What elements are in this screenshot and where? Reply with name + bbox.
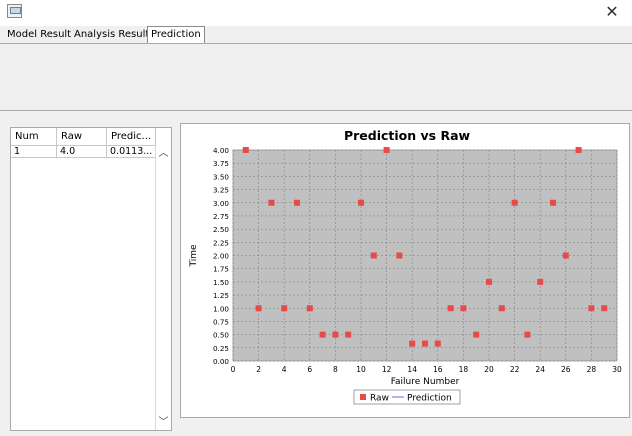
raw-point (422, 340, 428, 347)
chart-legend: Raw Prediction (353, 389, 461, 405)
raw-point (447, 305, 454, 312)
y-tick-label: 3.50 (213, 172, 229, 181)
raw-point (294, 199, 300, 206)
raw-point (460, 305, 467, 312)
y-axis-ticks: 0.00 0.25 0.50 0.75 1.00 1.25 1.50 1.75 2.00 2.25… (213, 146, 229, 366)
raw-point (306, 305, 313, 312)
y-tick-label: 1.75 (213, 265, 229, 274)
y-tick-label: 0.50 (213, 331, 229, 340)
raw-point (575, 147, 582, 153)
chevron-down-icon[interactable]: ﹀ (158, 417, 169, 428)
raw-point (358, 199, 364, 206)
y-tick-label: 1.50 (213, 278, 229, 287)
raw-point (434, 340, 441, 347)
x-tick-label: 12 (382, 365, 392, 374)
y-tick-label: 0.00 (213, 357, 229, 366)
chevron-up-icon[interactable]: ︿ (158, 148, 169, 159)
y-tick-label: 4.00 (213, 146, 229, 155)
x-tick-label: 8 (333, 365, 338, 374)
tab-model-result[interactable]: Model Result (7, 29, 72, 40)
y-tick-label: 3.00 (213, 199, 229, 208)
x-tick-label: 26 (561, 365, 571, 374)
x-axis-label: Failure Number (391, 377, 460, 387)
raw-point (345, 331, 352, 338)
x-tick-label: 28 (587, 365, 597, 374)
x-tick-label: 22 (510, 365, 520, 374)
x-tick-label: 18 (459, 365, 469, 374)
raw-point (370, 252, 377, 259)
grid-lines (232, 149, 618, 362)
chart-title: Prediction vs Raw (344, 128, 471, 143)
table-header: Num Raw Predic... (11, 128, 156, 146)
raw-point (383, 147, 390, 153)
raw-point (550, 199, 556, 206)
raw-point (601, 305, 608, 312)
y-tick-label: 2.50 (213, 225, 229, 234)
x-tick-label: 24 (535, 365, 545, 374)
raw-point (268, 199, 275, 206)
results-panel: Num Raw Predic... 1 4.0 0.0113... ︿ ﹀ Pr… (0, 111, 632, 436)
top-empty-panel (0, 44, 632, 111)
legend-raw-label: Raw (370, 394, 389, 404)
y-tick-label: 2.25 (213, 238, 229, 247)
x-tick-label: 20 (484, 365, 494, 374)
x-tick-label: 16 (433, 365, 443, 374)
x-tick-label: 14 (407, 365, 417, 374)
x-tick-label: 2 (256, 365, 261, 374)
chart-panel: Prediction vs Raw 0.00 0.25 0.50 0.75 1.00 1.… (180, 123, 630, 418)
tab-bar: Model Result Analysis Result Prediction (0, 26, 632, 44)
y-tick-label: 0.75 (213, 317, 229, 326)
window-titlebar: ✕ (0, 0, 632, 26)
table-scrollbar[interactable]: ︿ ﹀ (155, 146, 171, 430)
raw-point (524, 331, 531, 338)
x-tick-label: 10 (356, 365, 366, 374)
y-tick-label: 3.25 (213, 186, 229, 195)
raw-point (588, 305, 595, 312)
cell-prediction: 0.0113... (107, 146, 156, 158)
raw-point (473, 331, 480, 338)
legend-prediction-label: Prediction (407, 394, 452, 404)
legend-raw-swatch (360, 394, 366, 400)
raw-point (319, 331, 326, 338)
y-tick-label: 2.75 (213, 212, 229, 221)
y-tick-label: 3.75 (213, 159, 229, 168)
raw-point (281, 305, 288, 312)
legend-box (353, 389, 461, 405)
raw-point (409, 340, 416, 347)
y-tick-label: 1.00 (213, 304, 229, 313)
x-tick-label: 4 (282, 365, 287, 374)
column-header-num[interactable]: Num (11, 128, 57, 146)
y-axis-label: Time (189, 244, 199, 267)
tab-prediction[interactable]: Prediction (147, 26, 205, 43)
y-tick-label: 1.25 (213, 291, 229, 300)
tab-analysis-result[interactable]: Analysis Result (74, 29, 150, 40)
raw-point (562, 252, 569, 259)
java-app-icon (7, 4, 22, 18)
prediction-table: Num Raw Predic... 1 4.0 0.0113... ︿ ﹀ (10, 127, 172, 431)
cell-num: 1 (11, 146, 57, 158)
column-header-raw[interactable]: Raw (57, 128, 107, 146)
x-tick-label: 30 (612, 365, 622, 374)
x-tick-label: 6 (307, 365, 312, 374)
x-axis-ticks: 0 2 4 6 8 10 12 14 16 18 20 22 24 26 28 30 (231, 365, 622, 374)
raw-point (242, 147, 249, 153)
cell-raw: 4.0 (57, 146, 107, 158)
column-header-prediction[interactable]: Predic... (107, 128, 156, 146)
table-row[interactable]: 1 4.0 0.0113... (11, 146, 156, 158)
raw-point (537, 278, 544, 285)
raw-point (332, 331, 339, 338)
raw-points (242, 147, 608, 347)
raw-point (486, 278, 492, 285)
prediction-vs-raw-chart: Prediction vs Raw 0.00 0.25 0.50 0.75 1.00 1.… (189, 128, 622, 405)
y-tick-label: 2.00 (213, 252, 229, 261)
raw-point (396, 252, 403, 259)
raw-point (498, 305, 505, 312)
raw-point (511, 199, 518, 206)
y-tick-label: 0.25 (213, 344, 229, 353)
x-tick-label: 0 (231, 365, 236, 374)
raw-point (255, 305, 262, 312)
close-icon[interactable]: ✕ (605, 2, 619, 21)
